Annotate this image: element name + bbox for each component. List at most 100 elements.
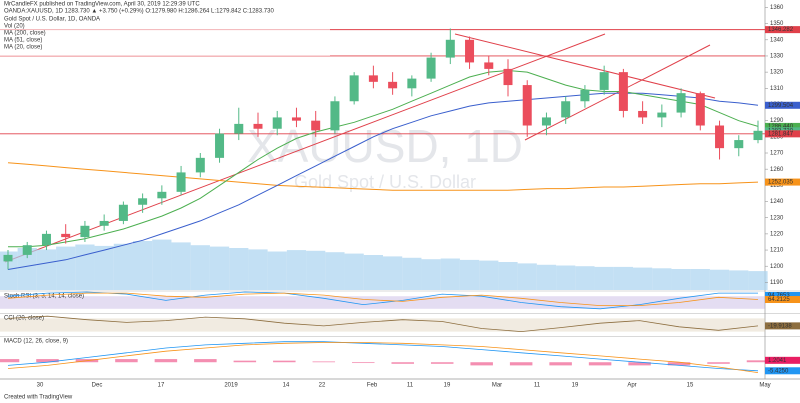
histogram-bar [233, 360, 257, 363]
volume-bar [652, 268, 672, 290]
x-tick-label: Apr [627, 383, 636, 389]
volume-bar [613, 266, 633, 290]
candle-body [657, 112, 667, 118]
pane-title: MACD (12, 26, close, 9) [4, 339, 68, 345]
candle-body [99, 220, 109, 226]
candle-body [541, 117, 551, 126]
legend-entry: Vol (20) [4, 24, 25, 30]
volume-bar [671, 269, 691, 290]
histogram-bar [430, 362, 454, 364]
candle-body [638, 110, 648, 118]
x-tick-label: 11 [407, 383, 414, 389]
volume-bar [633, 267, 653, 290]
candle-body [445, 39, 455, 58]
y-tick-label: 1360 [770, 5, 784, 11]
histogram-bar [509, 362, 533, 366]
price-marker-label: 1252.035 [768, 180, 794, 186]
y-tick-label: 1350 [770, 21, 784, 27]
y-tick-label: 1220 [770, 231, 784, 237]
y-tick-label: 1260 [770, 167, 784, 173]
candle-body [388, 81, 398, 89]
histogram-bar [628, 362, 651, 366]
volume-bar [594, 266, 614, 290]
x-tick-label: 14 [283, 383, 290, 389]
y-tick-label: 1310 [770, 86, 784, 92]
candle-body [176, 172, 186, 192]
legend-entry: Gold Spot / U.S. Dollar, 1D, OANDA [4, 17, 100, 23]
trendline [454, 33, 716, 99]
ma-line [8, 69, 759, 248]
trendline [524, 44, 711, 141]
price-marker [765, 26, 800, 34]
legend-backdrop [0, 0, 330, 56]
volume-bar [36, 249, 57, 290]
volume-bar [421, 259, 441, 290]
volume-bar [75, 244, 95, 290]
y-tick-label: 1240 [770, 199, 784, 205]
price-marker-label: 1346.282 [768, 27, 794, 33]
candle-body [503, 68, 513, 86]
histogram-bar [312, 361, 336, 363]
histogram-bar [154, 359, 178, 363]
pane-title: Stoch RSI (3, 3, 14, 14, close) [4, 294, 84, 300]
candle-body [484, 62, 494, 69]
y-tick-label: 1270 [770, 151, 784, 157]
histogram-bar [667, 362, 691, 366]
histogram-bar [115, 359, 138, 363]
candle-body [695, 93, 705, 126]
volume-bar [248, 249, 268, 290]
ma-line [7, 162, 759, 191]
pane-band [0, 318, 765, 332]
volume-bar [171, 242, 191, 290]
y-tick-label: 1280 [770, 134, 784, 140]
publisher: MrCandleFX published on TradingView.com,… [4, 2, 200, 8]
volume-bar [729, 270, 749, 290]
candle-body [311, 120, 321, 131]
volume-bar [306, 250, 326, 290]
legend-entry: MA (51, close) [4, 38, 42, 44]
pane-marker-label: 1.2041 [768, 358, 787, 364]
volume-bar [286, 250, 307, 290]
candle-body [41, 233, 51, 246]
candle-body [465, 39, 475, 63]
y-tick-label: 1250 [770, 183, 784, 189]
x-tick-label: 19 [572, 383, 579, 389]
volume-bar [229, 248, 249, 290]
y-tick-label: 1190 [770, 280, 784, 286]
volume-bar [440, 258, 460, 290]
pane-marker [765, 292, 800, 299]
volume-bar [459, 259, 480, 290]
volume-bar [325, 252, 345, 290]
y-tick-label: 1230 [770, 215, 784, 221]
volume-bar [748, 271, 768, 290]
volume-bar [556, 265, 576, 290]
x-tick-label: 30 [37, 383, 44, 389]
candle-body [715, 125, 725, 149]
candle-body [234, 123, 244, 134]
histogram-bar [470, 362, 493, 366]
price-marker [765, 101, 800, 109]
volume-bar [498, 262, 518, 290]
histogram-bar [0, 359, 20, 363]
histogram-bar [194, 359, 217, 363]
candle-body [561, 101, 571, 118]
price-marker [765, 122, 800, 130]
candle-body [349, 75, 359, 102]
pane-marker [765, 356, 800, 364]
volume-bar [56, 246, 76, 290]
indicator-line [7, 342, 759, 373]
histogram-bar [391, 362, 414, 364]
volume-bar [17, 248, 37, 290]
candle-body [599, 72, 609, 90]
candle-body [734, 140, 744, 149]
histogram-bar [352, 362, 375, 364]
indicator-line [7, 315, 759, 333]
volume-bar [479, 260, 499, 290]
price-marker [765, 178, 800, 186]
x-tick-label: 17 [158, 383, 165, 389]
volume-bar [536, 264, 557, 290]
pane-marker [765, 296, 800, 304]
legend-entry: MA (20, close) [4, 45, 42, 51]
price-marker-label: 1286.440 [768, 124, 794, 130]
